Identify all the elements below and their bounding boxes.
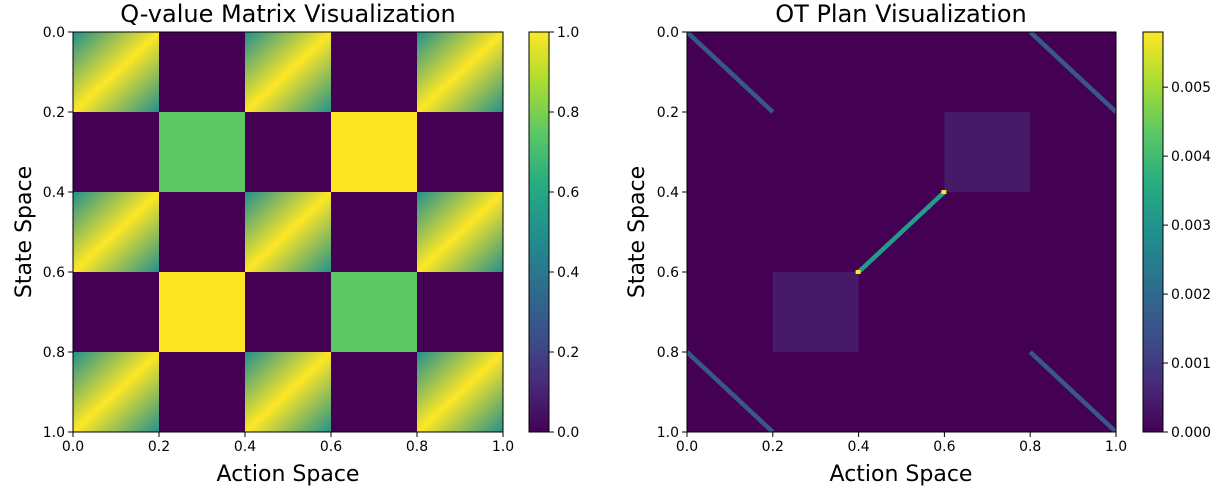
q-heatmap-cell xyxy=(245,352,332,432)
ot-heatmap-cells xyxy=(687,32,1116,432)
q-colorbar-ticks: 0.0 0.2 0.4 0.6 0.8 1.0 xyxy=(549,25,579,441)
q-heatmap-cell xyxy=(417,352,503,432)
q-x-tick-label: 0.4 xyxy=(234,439,256,455)
q-plot-frame xyxy=(72,31,504,433)
ot-colorbar-tick-label: 0.001 xyxy=(1171,356,1211,372)
q-heatmap-cell xyxy=(159,112,246,193)
ot-diagonal-band xyxy=(687,32,775,114)
ot-y-tick-label: 0.8 xyxy=(657,345,679,361)
q-y-ticks: 0.0 0.2 0.4 0.6 0.8 1.0 xyxy=(43,25,73,441)
ot-y-tick-label: 0.6 xyxy=(657,265,679,281)
ot-block xyxy=(944,112,1031,192)
ot-peak-point xyxy=(855,270,861,274)
q-colorbar-tick-label: 1.0 xyxy=(557,25,579,41)
ot-colorbar-tick-label: 0.005 xyxy=(1171,80,1211,96)
q-heatmap-cell xyxy=(417,32,503,113)
q-heatmap-cell xyxy=(331,32,418,113)
q-y-axis-label: State Space xyxy=(12,166,37,298)
q-x-tick-label: 0.0 xyxy=(62,439,84,455)
ot-y-tick-label: 0.2 xyxy=(657,105,679,121)
ot-colorbar xyxy=(1142,31,1164,433)
ot-y-ticks: 0.0 0.2 0.4 0.6 0.8 1.0 xyxy=(657,25,687,441)
q-y-tick-label: 0.6 xyxy=(43,265,65,281)
q-y-tick-label: 1.0 xyxy=(43,425,65,441)
ot-x-tick-label: 0.0 xyxy=(676,439,698,455)
q-x-axis-label: Action Space xyxy=(217,462,360,487)
q-heatmap-cells xyxy=(73,32,503,432)
ot-diagonal-band xyxy=(687,350,775,432)
ot-colorbar-tick-label: 0.004 xyxy=(1171,149,1211,165)
q-colorbar-tick-label: 0.4 xyxy=(557,265,579,281)
ot-y-tick-label: 0.4 xyxy=(657,185,679,201)
q-heatmap-cell xyxy=(73,352,160,432)
ot-peak-point xyxy=(941,190,947,194)
q-heatmap-cell xyxy=(417,192,503,273)
q-heatmap-cell xyxy=(417,272,503,353)
q-heatmap-cell xyxy=(73,112,160,193)
q-x-tick-label: 0.6 xyxy=(320,439,342,455)
q-heatmap-cell xyxy=(331,272,418,353)
q-x-tick-label: 0.2 xyxy=(148,439,170,455)
ot-x-tick-label: 1.0 xyxy=(1105,439,1127,455)
ot-y-tick-label: 0.0 xyxy=(657,25,679,41)
ot-x-tick-label: 0.6 xyxy=(933,439,955,455)
q-colorbar-tick-label: 0.2 xyxy=(557,345,579,361)
ot-x-axis-label: Action Space xyxy=(830,462,973,487)
ot-diagonal-band xyxy=(1028,32,1116,114)
ot-x-tick-label: 0.4 xyxy=(847,439,869,455)
ot-block xyxy=(772,272,859,352)
q-heatmap-cell xyxy=(73,32,160,113)
q-chart-title: Q-value Matrix Visualization xyxy=(120,0,456,28)
ot-colorbar-ticks: 0.000 0.001 0.002 0.003 0.004 0.005 xyxy=(1163,80,1211,441)
q-colorbar-tick-label: 0.8 xyxy=(557,105,579,121)
q-heatmap-cell xyxy=(159,272,246,353)
q-heatmap-cell xyxy=(245,272,332,353)
ot-colorbar-tick-label: 0.000 xyxy=(1171,425,1211,441)
ot-y-tick-label: 1.0 xyxy=(657,425,679,441)
q-colorbar xyxy=(528,31,550,433)
q-y-tick-label: 0.2 xyxy=(43,105,65,121)
ot-y-axis-label: State Space xyxy=(625,166,650,298)
q-y-tick-label: 0.8 xyxy=(43,345,65,361)
ot-colorbar-tick-label: 0.002 xyxy=(1171,287,1211,303)
ot-diagonal-band xyxy=(857,190,946,274)
ot-plan-chart: OT Plan Visualization 0.0 0.2 0.4 0.6 0.8 1.0… xyxy=(625,0,1211,487)
q-heatmap-cell xyxy=(73,272,160,353)
q-heatmap-cell xyxy=(245,32,332,113)
q-heatmap-cell xyxy=(159,192,246,273)
q-y-tick-label: 0.4 xyxy=(43,185,65,201)
q-heatmap-cell xyxy=(417,112,503,193)
q-colorbar-tick-label: 0.0 xyxy=(557,425,579,441)
ot-plot-frame xyxy=(686,31,1117,433)
q-x-tick-label: 0.8 xyxy=(406,439,428,455)
q-heatmap-cell xyxy=(331,112,418,193)
ot-diagonal-band xyxy=(1028,350,1116,432)
q-y-tick-label: 0.0 xyxy=(43,25,65,41)
q-heatmap-cell xyxy=(245,192,332,273)
ot-chart-title: OT Plan Visualization xyxy=(775,0,1026,28)
q-x-tick-label: 1.0 xyxy=(492,439,514,455)
q-x-ticks: 0.0 0.2 0.4 0.6 0.8 1.0 xyxy=(62,432,514,455)
q-heatmap-cell xyxy=(159,32,246,113)
q-heatmap-cell xyxy=(331,192,418,273)
ot-x-tick-label: 0.2 xyxy=(762,439,784,455)
q-heatmap-cell xyxy=(159,352,246,432)
ot-colorbar-tick-label: 0.003 xyxy=(1171,218,1211,234)
q-value-chart: Q-value Matrix Visualization 0.0 0.2 0.4 0.… xyxy=(12,0,579,487)
q-colorbar-tick-label: 0.6 xyxy=(557,185,579,201)
ot-x-tick-label: 0.8 xyxy=(1019,439,1041,455)
q-heatmap-cell xyxy=(73,192,160,273)
ot-x-ticks: 0.0 0.2 0.4 0.6 0.8 1.0 xyxy=(676,432,1127,455)
q-heatmap-cell xyxy=(245,112,332,193)
q-heatmap-cell xyxy=(331,352,418,432)
